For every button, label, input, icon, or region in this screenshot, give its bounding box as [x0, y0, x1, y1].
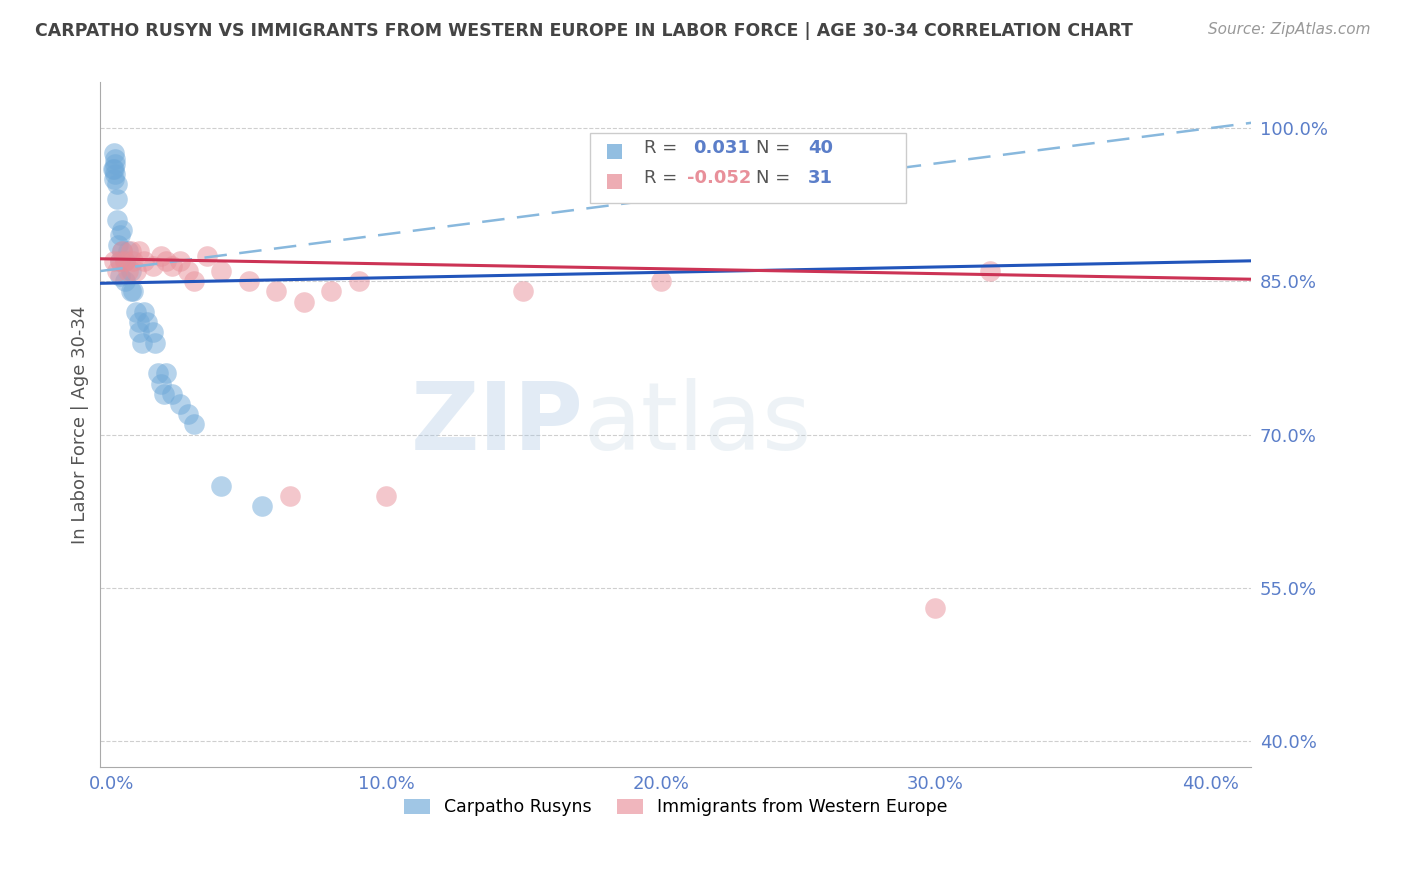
Point: [103, 172, 125, 186]
Text: N =: N =: [756, 169, 790, 186]
Point: [141, 326, 163, 340]
Point: [347, 274, 370, 288]
Point: [149, 249, 172, 263]
Point: [136, 315, 159, 329]
Point: [155, 366, 177, 380]
Point: [131, 335, 153, 350]
Point: [650, 274, 672, 288]
Text: 31: 31: [808, 169, 834, 186]
Point: [209, 479, 232, 493]
Point: [125, 264, 148, 278]
Point: [292, 294, 315, 309]
Point: [108, 228, 131, 243]
Text: -0.052: -0.052: [688, 169, 752, 186]
Point: [111, 244, 134, 258]
Point: [183, 417, 205, 432]
Point: [122, 285, 145, 299]
Point: [105, 177, 128, 191]
Bar: [607, 145, 621, 160]
Bar: [607, 174, 621, 189]
Point: [125, 305, 148, 319]
Point: [143, 335, 166, 350]
Text: R =: R =: [644, 139, 676, 157]
Point: [152, 386, 174, 401]
Point: [104, 152, 127, 166]
Point: [512, 285, 534, 299]
Y-axis label: In Labor Force | Age 30-34: In Labor Force | Age 30-34: [72, 305, 89, 543]
Point: [105, 193, 128, 207]
Point: [169, 397, 191, 411]
Point: [238, 274, 260, 288]
Text: ZIP: ZIP: [411, 378, 583, 470]
Point: [105, 264, 128, 278]
Point: [105, 213, 128, 227]
Point: [160, 386, 183, 401]
Point: [108, 269, 131, 284]
Point: [128, 315, 150, 329]
Point: [197, 249, 219, 263]
Point: [177, 407, 200, 421]
Point: [924, 601, 946, 615]
Point: [183, 274, 205, 288]
Point: [134, 305, 156, 319]
Point: [146, 366, 169, 380]
Point: [264, 285, 287, 299]
Point: [108, 253, 131, 268]
Point: [122, 253, 145, 268]
Point: [128, 244, 150, 258]
Point: [252, 499, 274, 513]
FancyBboxPatch shape: [589, 133, 905, 203]
Point: [979, 264, 1001, 278]
Point: [108, 253, 131, 268]
Point: [319, 285, 342, 299]
Point: [209, 264, 232, 278]
Point: [375, 489, 398, 503]
Point: [120, 244, 142, 258]
Text: 0.031: 0.031: [693, 139, 749, 157]
Point: [103, 161, 125, 176]
Text: CARPATHO RUSYN VS IMMIGRANTS FROM WESTERN EUROPE IN LABOR FORCE | AGE 30-34 CORR: CARPATHO RUSYN VS IMMIGRANTS FROM WESTER…: [35, 22, 1133, 40]
Point: [104, 157, 127, 171]
Point: [114, 274, 136, 288]
Point: [117, 264, 139, 278]
Point: [120, 285, 142, 299]
Point: [117, 244, 139, 258]
Point: [278, 489, 301, 503]
Text: 40: 40: [808, 139, 834, 157]
Point: [149, 376, 172, 391]
Point: [160, 259, 183, 273]
Point: [101, 161, 124, 176]
Point: [114, 253, 136, 268]
Point: [104, 167, 127, 181]
Point: [141, 259, 163, 273]
Text: atlas: atlas: [583, 378, 813, 470]
Point: [107, 238, 129, 252]
Point: [120, 264, 142, 278]
Point: [114, 253, 136, 268]
Text: N =: N =: [756, 139, 790, 157]
Point: [155, 253, 177, 268]
Point: [103, 253, 125, 268]
Point: [111, 223, 134, 237]
Point: [128, 326, 150, 340]
Text: R =: R =: [644, 169, 676, 186]
Point: [177, 264, 200, 278]
Legend: Carpatho Rusyns, Immigrants from Western Europe: Carpatho Rusyns, Immigrants from Western…: [396, 791, 955, 823]
Point: [169, 253, 191, 268]
Point: [103, 146, 125, 161]
Point: [134, 253, 156, 268]
Point: [111, 244, 134, 258]
Text: Source: ZipAtlas.com: Source: ZipAtlas.com: [1208, 22, 1371, 37]
